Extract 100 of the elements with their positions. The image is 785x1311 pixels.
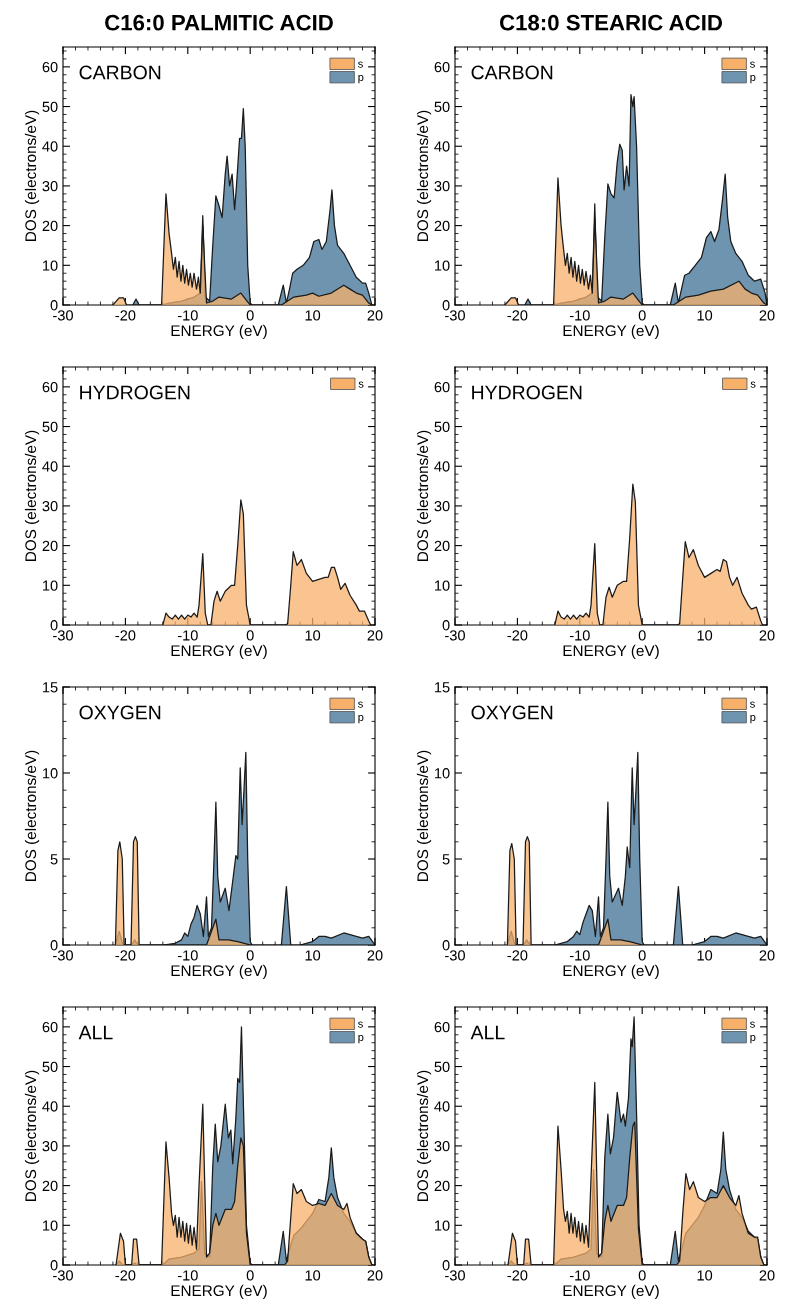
y-tick-label: 0 [50,940,58,951]
y-axis-title: DOS (electrons/eV) [24,430,40,561]
y-tick-label: 60 [42,1021,58,1033]
x-tick-label: 0 [246,950,254,961]
annotation: HYDROGEN [80,385,190,400]
x-tick-label: -20 [507,950,528,961]
legend-label: p [358,715,364,724]
x-tick-label: 10 [305,950,321,961]
x-tick-label: 20 [367,630,383,641]
x-tick-label: -20 [115,950,136,961]
x-tick-label: 10 [697,630,713,641]
x-tick-label: -30 [53,310,73,321]
y-tick-label: 20 [434,540,450,552]
y-tick-label: 30 [434,181,450,192]
y-tick-label: 10 [435,1220,450,1231]
x-tick-label: -10 [569,310,590,321]
y-tick-label: 10 [43,768,58,779]
legend-label: s [358,1021,363,1028]
x-tick-label: -10 [177,1270,198,1281]
y-tick-label: 30 [42,1141,58,1152]
y-tick-label: 40 [434,461,450,472]
y-tick-label: 20 [434,220,450,232]
x-tick-label: -20 [507,1270,528,1281]
annotation: ALL [470,1025,505,1040]
y-tick-label: 60 [434,1021,450,1033]
x-tick-label: -30 [53,950,73,961]
x-axis-title: ENERGY (eV) [171,964,267,980]
y-tick-label: 0 [50,1260,58,1271]
y-tick-label: 5 [442,854,450,865]
y-tick-label: 60 [434,61,450,73]
x-axis-title: ENERGY (eV) [171,324,267,340]
x-tick-label: 0 [246,310,254,321]
legend-label: s [750,381,756,388]
x-axis-title: ENERGY (eV) [171,1284,267,1300]
x-tick-label: -20 [507,630,528,641]
y-tick-label: 30 [42,181,58,192]
x-tick-label: 0 [638,950,646,961]
x-tick-label: -30 [445,630,465,641]
x-tick-label: 20 [759,950,775,961]
x-tick-label: -20 [115,630,136,641]
chart-title: C16:0 PALMITIC ACID [105,14,333,31]
legend-label: s [358,61,363,68]
y-tick-label: 0 [442,620,450,631]
x-tick-label: -20 [115,1270,136,1281]
x-tick-label: 10 [697,950,713,961]
x-tick-label: -30 [445,310,465,321]
y-tick-label: 30 [434,501,450,512]
y-tick-label: 30 [434,1141,450,1152]
y-tick-label: 50 [434,101,450,112]
legend-label: p [358,75,364,84]
legend-label: p [750,715,756,724]
legend-label: p [358,1035,364,1044]
x-tick-label: 10 [305,630,321,641]
annotation: ALL [78,1025,113,1040]
legend-label: s [750,61,755,68]
y-tick-label: 5 [50,854,58,865]
annotation: CARBON [79,65,161,80]
x-tick-label: -20 [507,310,528,321]
x-tick-label: 10 [697,1270,713,1281]
y-tick-label: 40 [434,141,450,152]
x-tick-label: -30 [445,950,465,961]
y-tick-label: 0 [442,940,450,951]
y-axis-title: DOS (electrons/eV) [416,110,432,241]
y-tick-label: 20 [42,220,58,232]
x-axis-title: ENERGY (eV) [563,1284,659,1300]
y-tick-label: 10 [43,260,58,271]
y-tick-label: 50 [42,101,58,112]
x-tick-label: 20 [759,1270,775,1281]
y-tick-label: 50 [42,1061,58,1072]
y-tick-label: 10 [43,1220,58,1231]
annotation: CARBON [471,65,553,80]
legend-label: s [358,701,363,708]
x-axis-title: ENERGY (eV) [563,964,659,980]
x-tick-label: 20 [759,310,775,321]
x-axis-title: ENERGY (eV) [563,324,659,340]
x-tick-label: -10 [177,310,198,321]
y-tick-label: 20 [434,1180,450,1192]
x-tick-label: -10 [569,1270,590,1281]
y-tick-label: 10 [435,768,450,779]
annotation: HYDROGEN [472,385,582,400]
annotation: OXYGEN [471,705,553,720]
y-tick-label: 50 [42,421,58,432]
y-tick-label: 40 [42,461,58,472]
x-tick-label: -10 [177,630,198,641]
y-tick-label: 30 [42,501,58,512]
y-tick-label: 15 [43,682,58,693]
x-tick-label: 20 [367,310,383,321]
chart-title: C18:0 STEARIC ACID [499,14,723,31]
y-tick-label: 60 [42,61,58,73]
x-tick-label: 10 [697,310,713,321]
x-tick-label: 0 [638,310,646,321]
legend-label: p [750,75,756,84]
y-tick-label: 10 [43,580,58,591]
y-tick-label: 60 [42,381,58,393]
x-tick-label: -10 [569,630,590,641]
y-tick-label: 40 [434,1101,450,1112]
y-tick-label: 0 [442,300,450,311]
y-tick-label: 60 [434,381,450,393]
x-tick-label: 0 [246,630,254,641]
x-tick-label: 0 [246,1270,254,1281]
